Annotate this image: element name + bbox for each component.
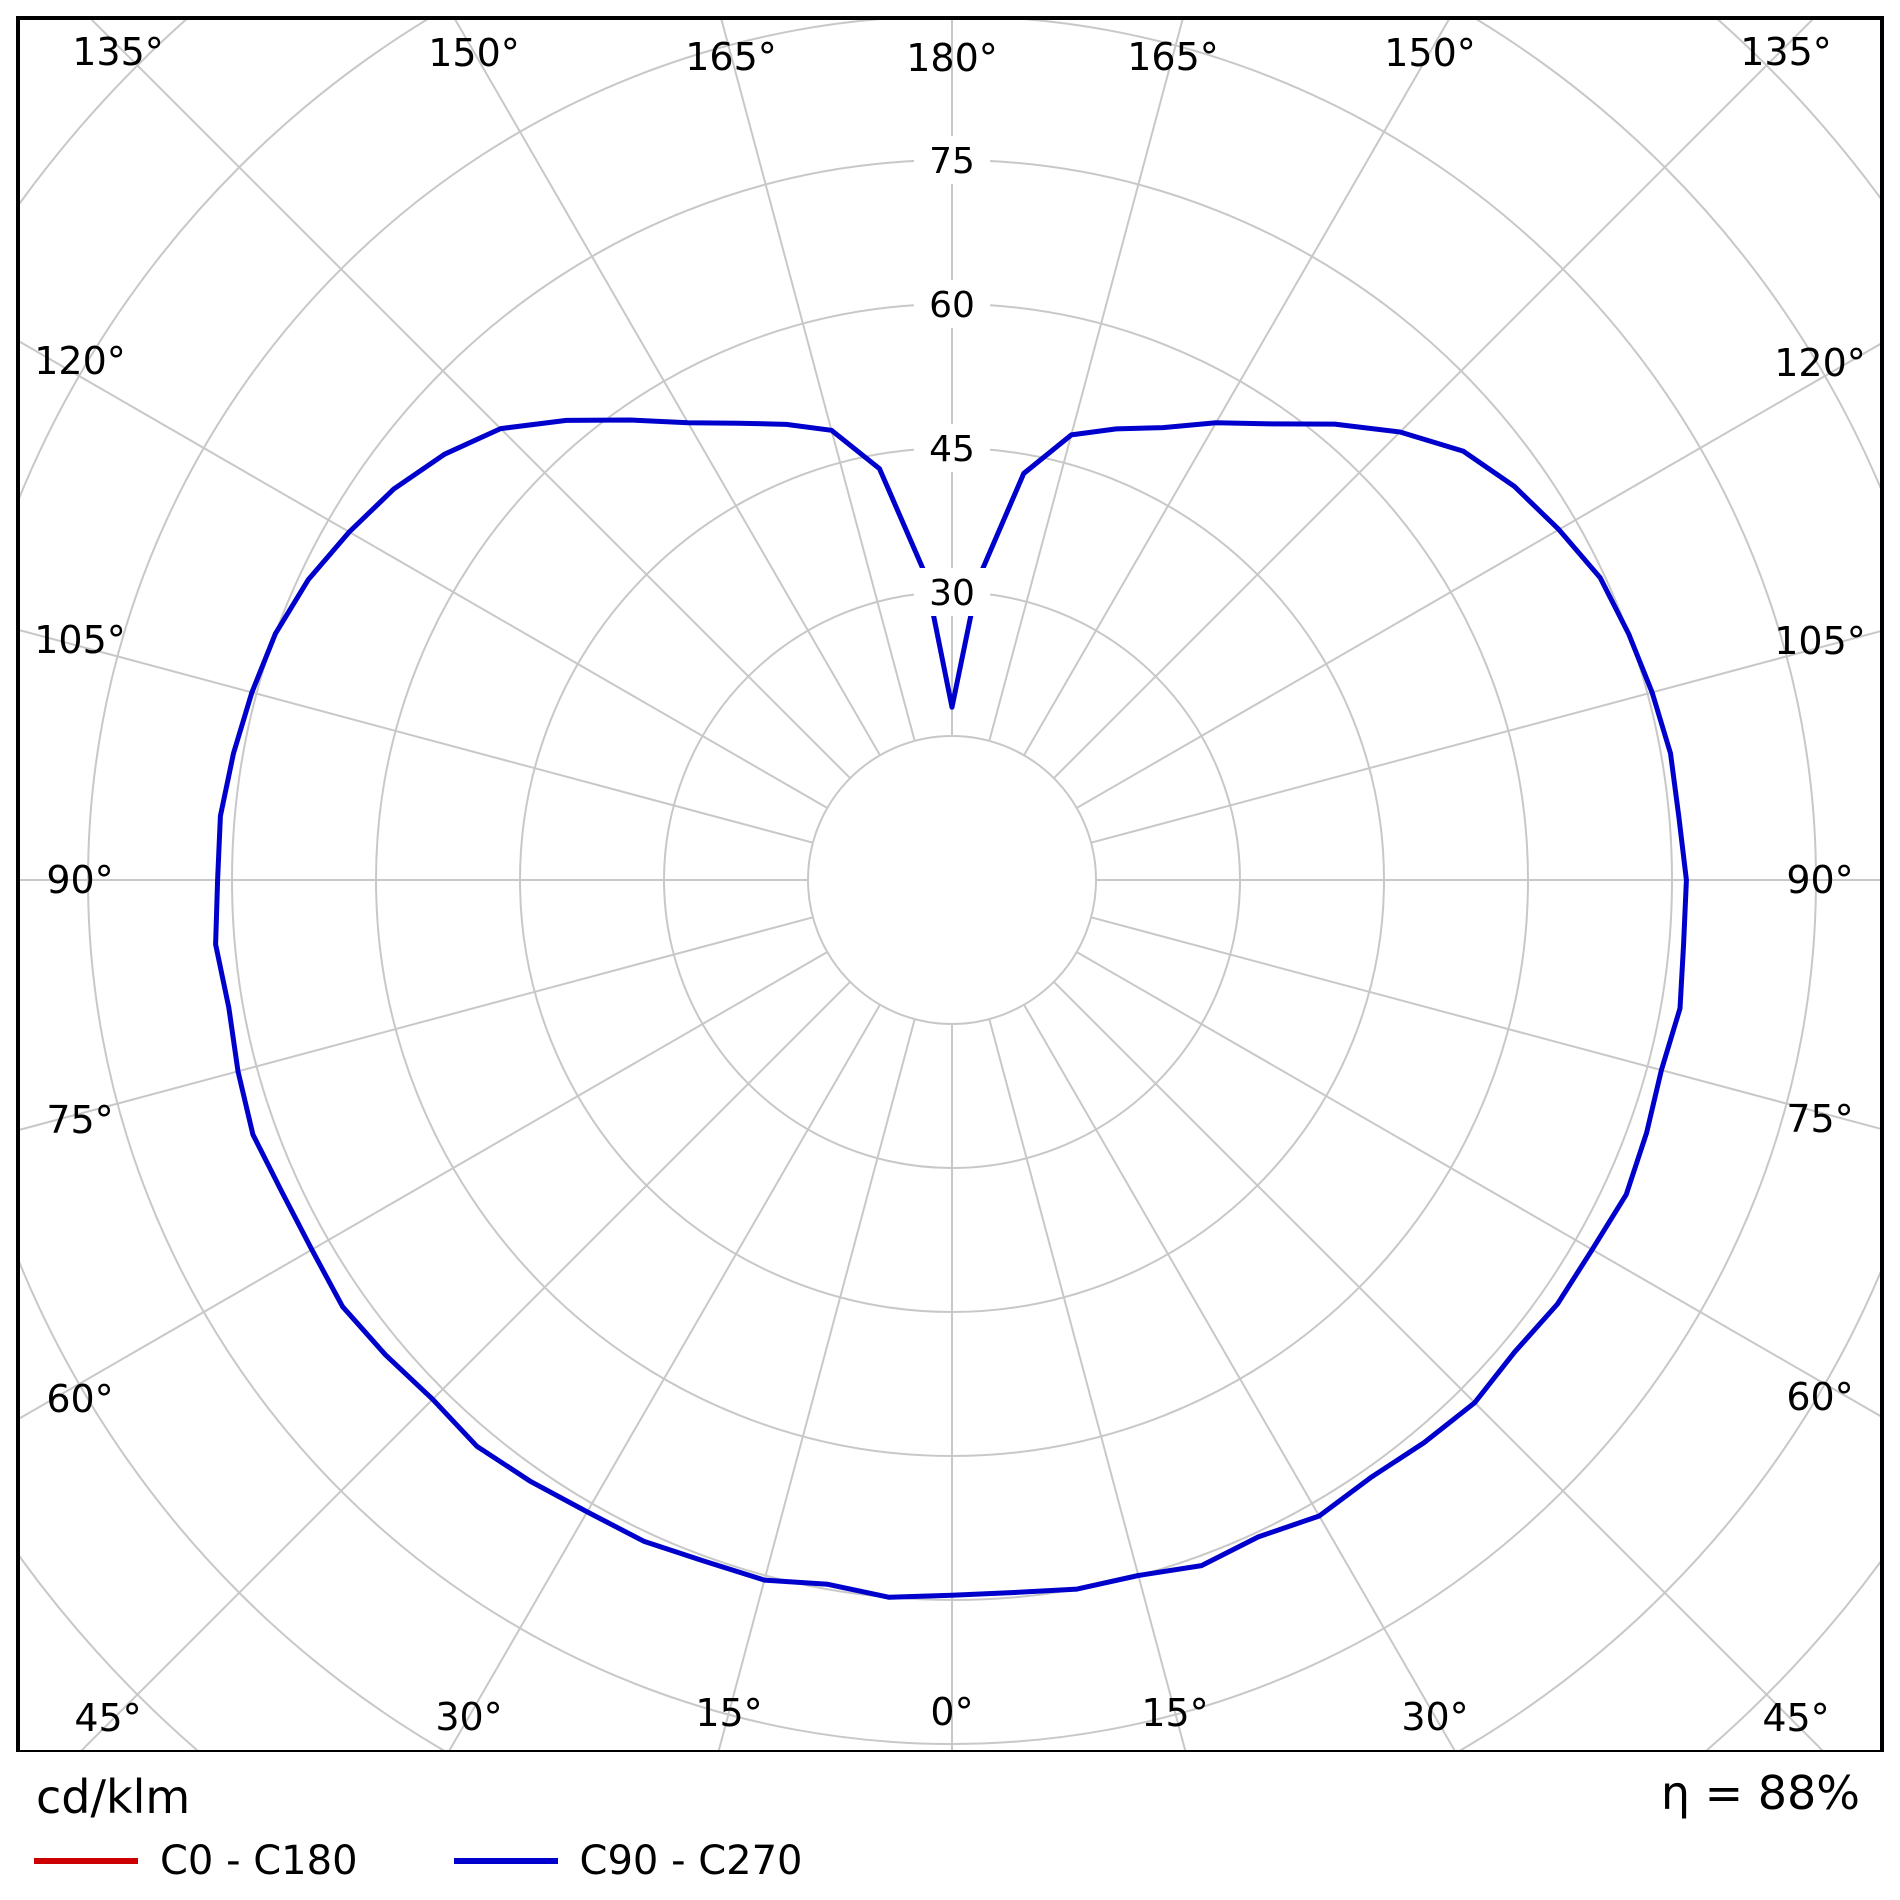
chart-frame — [16, 16, 1884, 1754]
angle-label: 30° — [435, 1695, 502, 1739]
angle-label: 120° — [34, 339, 126, 383]
angle-label: 75° — [46, 1098, 113, 1142]
angle-label: 45° — [1762, 1696, 1829, 1740]
legend-item-label: C90 - C270 — [579, 1838, 803, 1884]
angle-label: 135° — [1740, 30, 1832, 74]
legend-item-label: C0 - C180 — [160, 1838, 358, 1884]
angle-label: 165° — [1127, 35, 1219, 79]
radial-tick-label: 60 — [929, 285, 975, 326]
radial-tick-labels: 30 45 60 75 — [914, 136, 990, 616]
angle-label: 105° — [34, 618, 126, 662]
angle-label: 75° — [1786, 1097, 1853, 1141]
legend-item: C90 - C270 — [453, 1838, 803, 1884]
angle-label: 180° — [906, 36, 998, 80]
angle-label: 90° — [1786, 858, 1853, 902]
angle-label: 150° — [1384, 31, 1476, 75]
radial-tick-label: 45 — [929, 429, 975, 470]
legend-line-swatch — [453, 1858, 558, 1864]
angle-label: 120° — [1774, 341, 1866, 385]
chart-footer: cd/klm η = 88% C0 - C180 C90 - C270 — [0, 1752, 1900, 1900]
legend: C0 - C180 C90 - C270 — [34, 1838, 803, 1884]
legend-item: C0 - C180 — [34, 1838, 358, 1884]
angle-label: 150° — [428, 31, 520, 75]
angle-label: 135° — [72, 30, 164, 74]
angle-label: 105° — [1774, 619, 1866, 663]
angle-label: 60° — [1786, 1375, 1853, 1419]
angle-label: 90° — [46, 858, 113, 902]
intensity-curves — [213, 417, 1689, 1600]
curve-C90-C270 — [213, 417, 1689, 1600]
units-label: cd/klm — [36, 1770, 191, 1824]
angle-label: 165° — [685, 35, 777, 79]
radial-tick-label: 30 — [929, 573, 975, 614]
angle-label: 60° — [46, 1377, 113, 1421]
angle-label: 45° — [74, 1696, 141, 1740]
angle-label: 30° — [1401, 1695, 1468, 1739]
efficiency-value: η = 88% — [1660, 1766, 1860, 1820]
angle-label: 0° — [930, 1690, 973, 1734]
angle-label: 15° — [695, 1691, 762, 1735]
angle-label: 15° — [1141, 1691, 1208, 1735]
angle-labels: 0° 15° 30° 45° 60° 75° 90° 105° 120° 135° 150° 165°… — [34, 30, 1866, 1740]
legend-line-swatch — [34, 1858, 138, 1864]
radial-tick-label: 75 — [929, 141, 975, 182]
